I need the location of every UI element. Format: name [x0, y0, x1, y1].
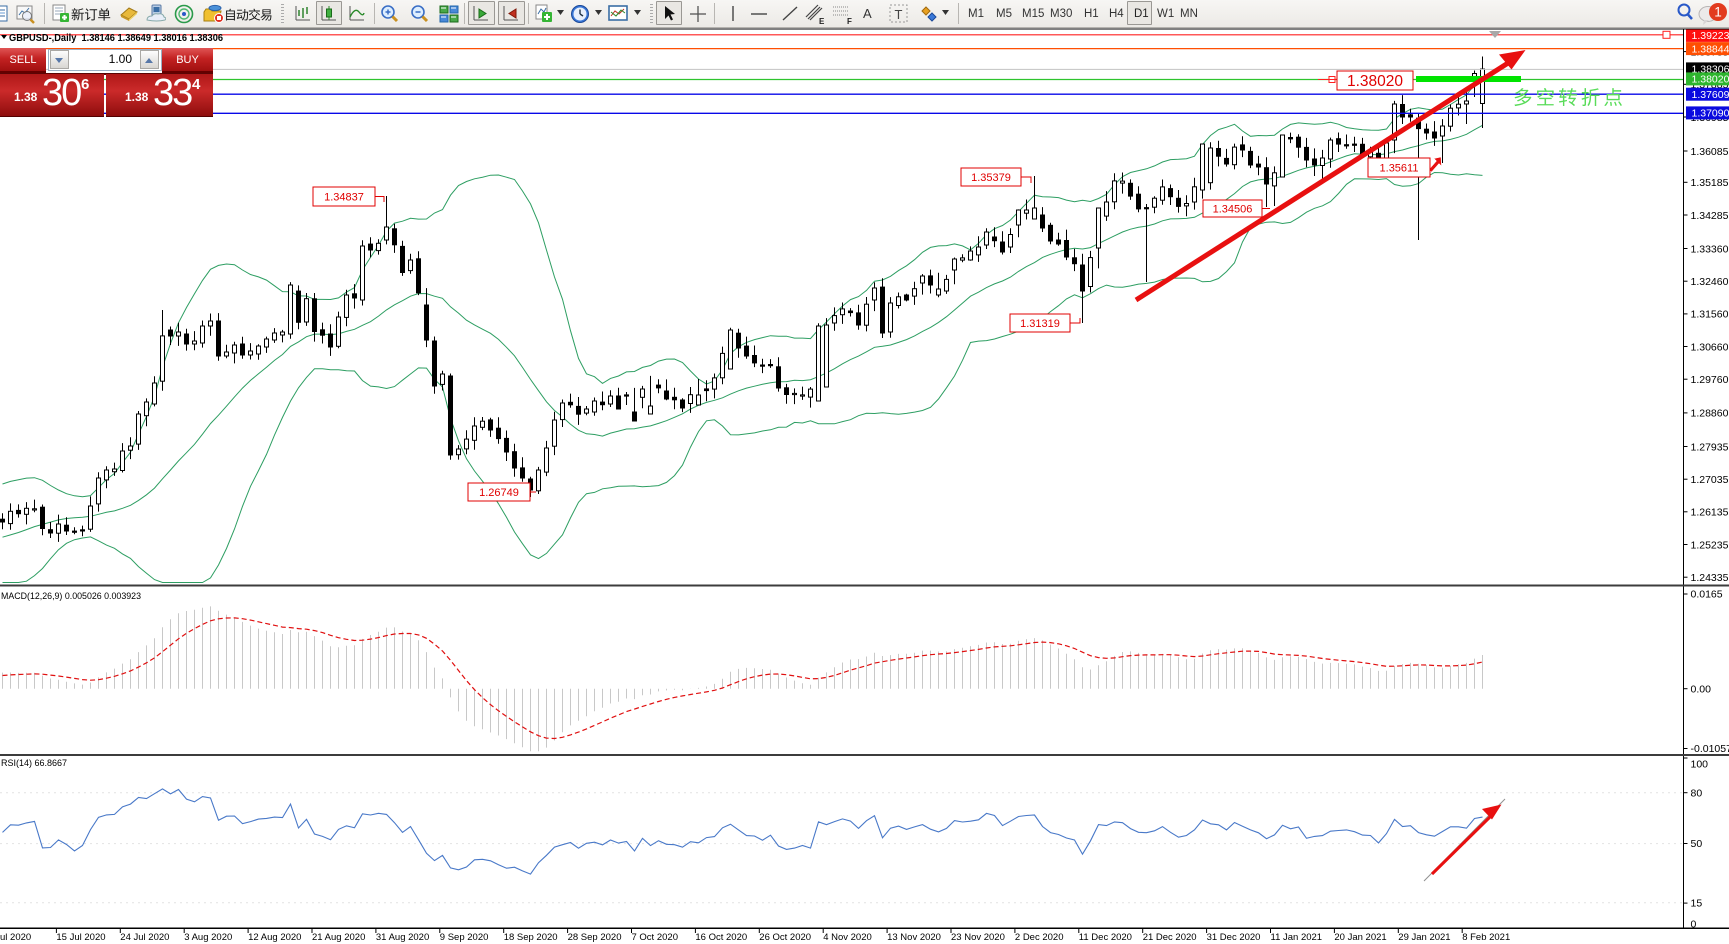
svg-text:24 Jul 2020: 24 Jul 2020 — [120, 932, 169, 943]
svg-text:15: 15 — [1691, 898, 1703, 910]
svg-text:80: 80 — [1691, 787, 1703, 799]
svg-text:50: 50 — [1691, 838, 1703, 850]
svg-text:7 Oct 2020: 7 Oct 2020 — [632, 932, 678, 943]
svg-text:12 Aug 2020: 12 Aug 2020 — [248, 932, 301, 943]
svg-text:11 Jan 2021: 11 Jan 2021 — [1271, 932, 1323, 943]
svg-text:21 Aug 2020: 21 Aug 2020 — [312, 932, 365, 943]
svg-text:20 Jan 2021: 20 Jan 2021 — [1334, 932, 1386, 943]
svg-text:1.24335: 1.24335 — [1691, 572, 1729, 584]
svg-text:1.38020: 1.38020 — [1347, 73, 1403, 90]
svg-text:8 Feb 2021: 8 Feb 2021 — [1462, 932, 1510, 943]
svg-text:-0.010571: -0.010571 — [1691, 743, 1729, 755]
svg-text:18 Sep 2020: 18 Sep 2020 — [504, 932, 558, 943]
svg-text:28 Sep 2020: 28 Sep 2020 — [568, 932, 622, 943]
svg-text:1.33360: 1.33360 — [1691, 243, 1729, 255]
svg-text:26 Oct 2020: 26 Oct 2020 — [759, 932, 811, 943]
svg-text:1.26749: 1.26749 — [479, 487, 519, 499]
svg-text:1.26135: 1.26135 — [1691, 507, 1729, 519]
svg-text:1.30660: 1.30660 — [1691, 341, 1729, 353]
svg-text:E: E — [819, 17, 825, 26]
svg-text:11 Dec 2020: 11 Dec 2020 — [1079, 932, 1132, 943]
svg-text:16 Oct 2020: 16 Oct 2020 — [695, 932, 747, 943]
svg-text:1.25235: 1.25235 — [1691, 539, 1729, 551]
svg-text:1.34837: 1.34837 — [324, 191, 364, 203]
svg-text:T: T — [895, 7, 903, 22]
svg-text:0.00: 0.00 — [1691, 683, 1712, 695]
svg-text:1.38020: 1.38020 — [1692, 74, 1729, 86]
svg-text:0.0165: 0.0165 — [1691, 589, 1723, 601]
svg-text:31 Dec 2020: 31 Dec 2020 — [1207, 932, 1261, 943]
svg-text:1.38844: 1.38844 — [1692, 43, 1729, 55]
svg-text:1.35611: 1.35611 — [1380, 162, 1419, 174]
svg-text:9 Sep 2020: 9 Sep 2020 — [440, 932, 489, 943]
svg-text:MACD(12,26,9) 0.005026 0.00392: MACD(12,26,9) 0.005026 0.003923 — [1, 591, 141, 602]
svg-text:1: 1 — [1714, 5, 1722, 20]
svg-text:1.35379: 1.35379 — [971, 172, 1011, 184]
svg-text:13 Nov 2020: 13 Nov 2020 — [887, 932, 941, 943]
svg-text:1.28860: 1.28860 — [1691, 408, 1729, 420]
svg-text:0: 0 — [1691, 918, 1697, 930]
svg-text:1.34285: 1.34285 — [1691, 210, 1729, 222]
svg-text:ul 2020: ul 2020 — [0, 932, 31, 943]
svg-text:1.31560: 1.31560 — [1691, 309, 1729, 321]
svg-text:1.31319: 1.31319 — [1020, 318, 1060, 330]
svg-text:1.29760: 1.29760 — [1691, 374, 1729, 386]
svg-text:3 Aug 2020: 3 Aug 2020 — [184, 932, 232, 943]
svg-text:2 Dec 2020: 2 Dec 2020 — [1015, 932, 1064, 943]
svg-text:100: 100 — [1691, 759, 1709, 771]
svg-text:1.37090: 1.37090 — [1692, 108, 1729, 120]
svg-text:1.35185: 1.35185 — [1691, 177, 1729, 189]
svg-text:F: F — [847, 17, 852, 26]
svg-text:1.32460: 1.32460 — [1691, 276, 1729, 288]
svg-text:15 Jul 2020: 15 Jul 2020 — [56, 932, 105, 943]
svg-text:1.27035: 1.27035 — [1691, 474, 1729, 486]
svg-text:23 Nov 2020: 23 Nov 2020 — [951, 932, 1005, 943]
svg-text:1.34506: 1.34506 — [1213, 203, 1253, 215]
svg-text:1.27935: 1.27935 — [1691, 441, 1729, 453]
svg-text:4 Nov 2020: 4 Nov 2020 — [823, 932, 872, 943]
svg-text:31 Aug 2020: 31 Aug 2020 — [376, 932, 429, 943]
svg-text:1.37609: 1.37609 — [1692, 89, 1729, 101]
svg-text:GBPUSD-,Daily 1.38146 1.38649: GBPUSD-,Daily 1.38146 1.38649 1.38016 1.… — [9, 33, 223, 44]
svg-text:1.39223: 1.39223 — [1692, 30, 1729, 42]
svg-text:29 Jan 2021: 29 Jan 2021 — [1398, 932, 1450, 943]
svg-text:21 Dec 2020: 21 Dec 2020 — [1143, 932, 1197, 943]
svg-text:1.36085: 1.36085 — [1691, 146, 1729, 158]
svg-text:RSI(14) 66.8667: RSI(14) 66.8667 — [1, 758, 67, 769]
